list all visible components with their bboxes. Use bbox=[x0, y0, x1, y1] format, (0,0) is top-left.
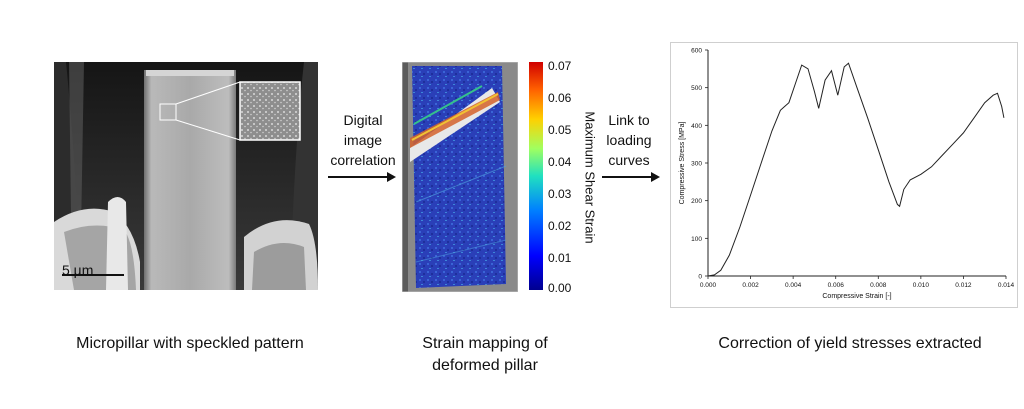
series-line bbox=[707, 62, 1005, 277]
arrow-label-link: Link to loading curves bbox=[598, 110, 660, 170]
colorbar-tick: 0.02 bbox=[548, 219, 572, 233]
x-tick-label: 0.002 bbox=[742, 282, 759, 289]
arrow-label-dic: Digital image correlation bbox=[318, 110, 408, 170]
x-axis-label: Compressive Strain [-] bbox=[822, 293, 891, 300]
caption-micropillar: Micropillar with speckled pattern bbox=[76, 335, 304, 352]
x-tick-label: 0.014 bbox=[998, 282, 1015, 289]
colorbar-tick: 0.07 bbox=[548, 59, 572, 73]
x-tick-label: 0.004 bbox=[785, 282, 802, 289]
x-tick-label: 0.012 bbox=[955, 282, 972, 289]
x-tick-label: 0.008 bbox=[870, 282, 887, 289]
colorbar bbox=[529, 62, 543, 290]
caption-yield-stress: Correction of yield stresses extracted bbox=[718, 335, 982, 352]
colorbar-tick: 0.05 bbox=[548, 123, 572, 137]
y-tick-label: 400 bbox=[691, 123, 702, 130]
arrow-right-icon bbox=[328, 172, 396, 182]
arrow-label-line: image bbox=[343, 132, 383, 148]
colorbar-tick: 0.01 bbox=[548, 251, 572, 265]
x-tick-label: 0.000 bbox=[700, 282, 717, 289]
arrow-right-icon bbox=[602, 172, 660, 182]
chart-frame bbox=[670, 42, 1018, 308]
strain-map-image bbox=[402, 62, 518, 292]
colorbar-tick: 0.03 bbox=[548, 187, 572, 201]
arrow-label-line: curves bbox=[608, 152, 650, 168]
y-tick-label: 300 bbox=[691, 161, 702, 168]
colorbar-tick: 0.00 bbox=[548, 281, 572, 295]
colorbar-tick: 0.04 bbox=[548, 155, 572, 169]
arrow-label-line: correlation bbox=[330, 152, 396, 168]
arrow-label-line: Digital bbox=[343, 112, 383, 128]
stress-strain-chart: 0.000 0.002 0.004 0.006 0.008 0.010 0.012 0.014… bbox=[679, 48, 1015, 301]
caption-strain-map: Strain mapping of deformed pillar bbox=[400, 333, 570, 377]
scale-bar-label: 5 µm bbox=[62, 262, 94, 278]
colorbar-title: Maximum Shear Strain bbox=[582, 111, 598, 244]
caption-line: deformed pillar bbox=[432, 357, 538, 374]
y-tick-label: 500 bbox=[691, 85, 702, 92]
y-axis-label: Compressive Stress [MPa] bbox=[679, 122, 686, 205]
y-tick-label: 0 bbox=[698, 274, 702, 281]
micropillar-sem-image bbox=[54, 62, 318, 290]
arrow-label-line: loading bbox=[606, 132, 652, 148]
arrow-label-line: Link to bbox=[608, 112, 650, 128]
y-tick-label: 200 bbox=[691, 198, 702, 205]
caption-line: Strain mapping of bbox=[422, 335, 548, 352]
x-tick-label: 0.006 bbox=[828, 282, 845, 289]
x-tick-label: 0.010 bbox=[913, 282, 930, 289]
y-tick-label: 600 bbox=[691, 48, 702, 55]
colorbar-tick: 0.06 bbox=[548, 91, 572, 105]
y-tick-label: 100 bbox=[691, 236, 702, 243]
